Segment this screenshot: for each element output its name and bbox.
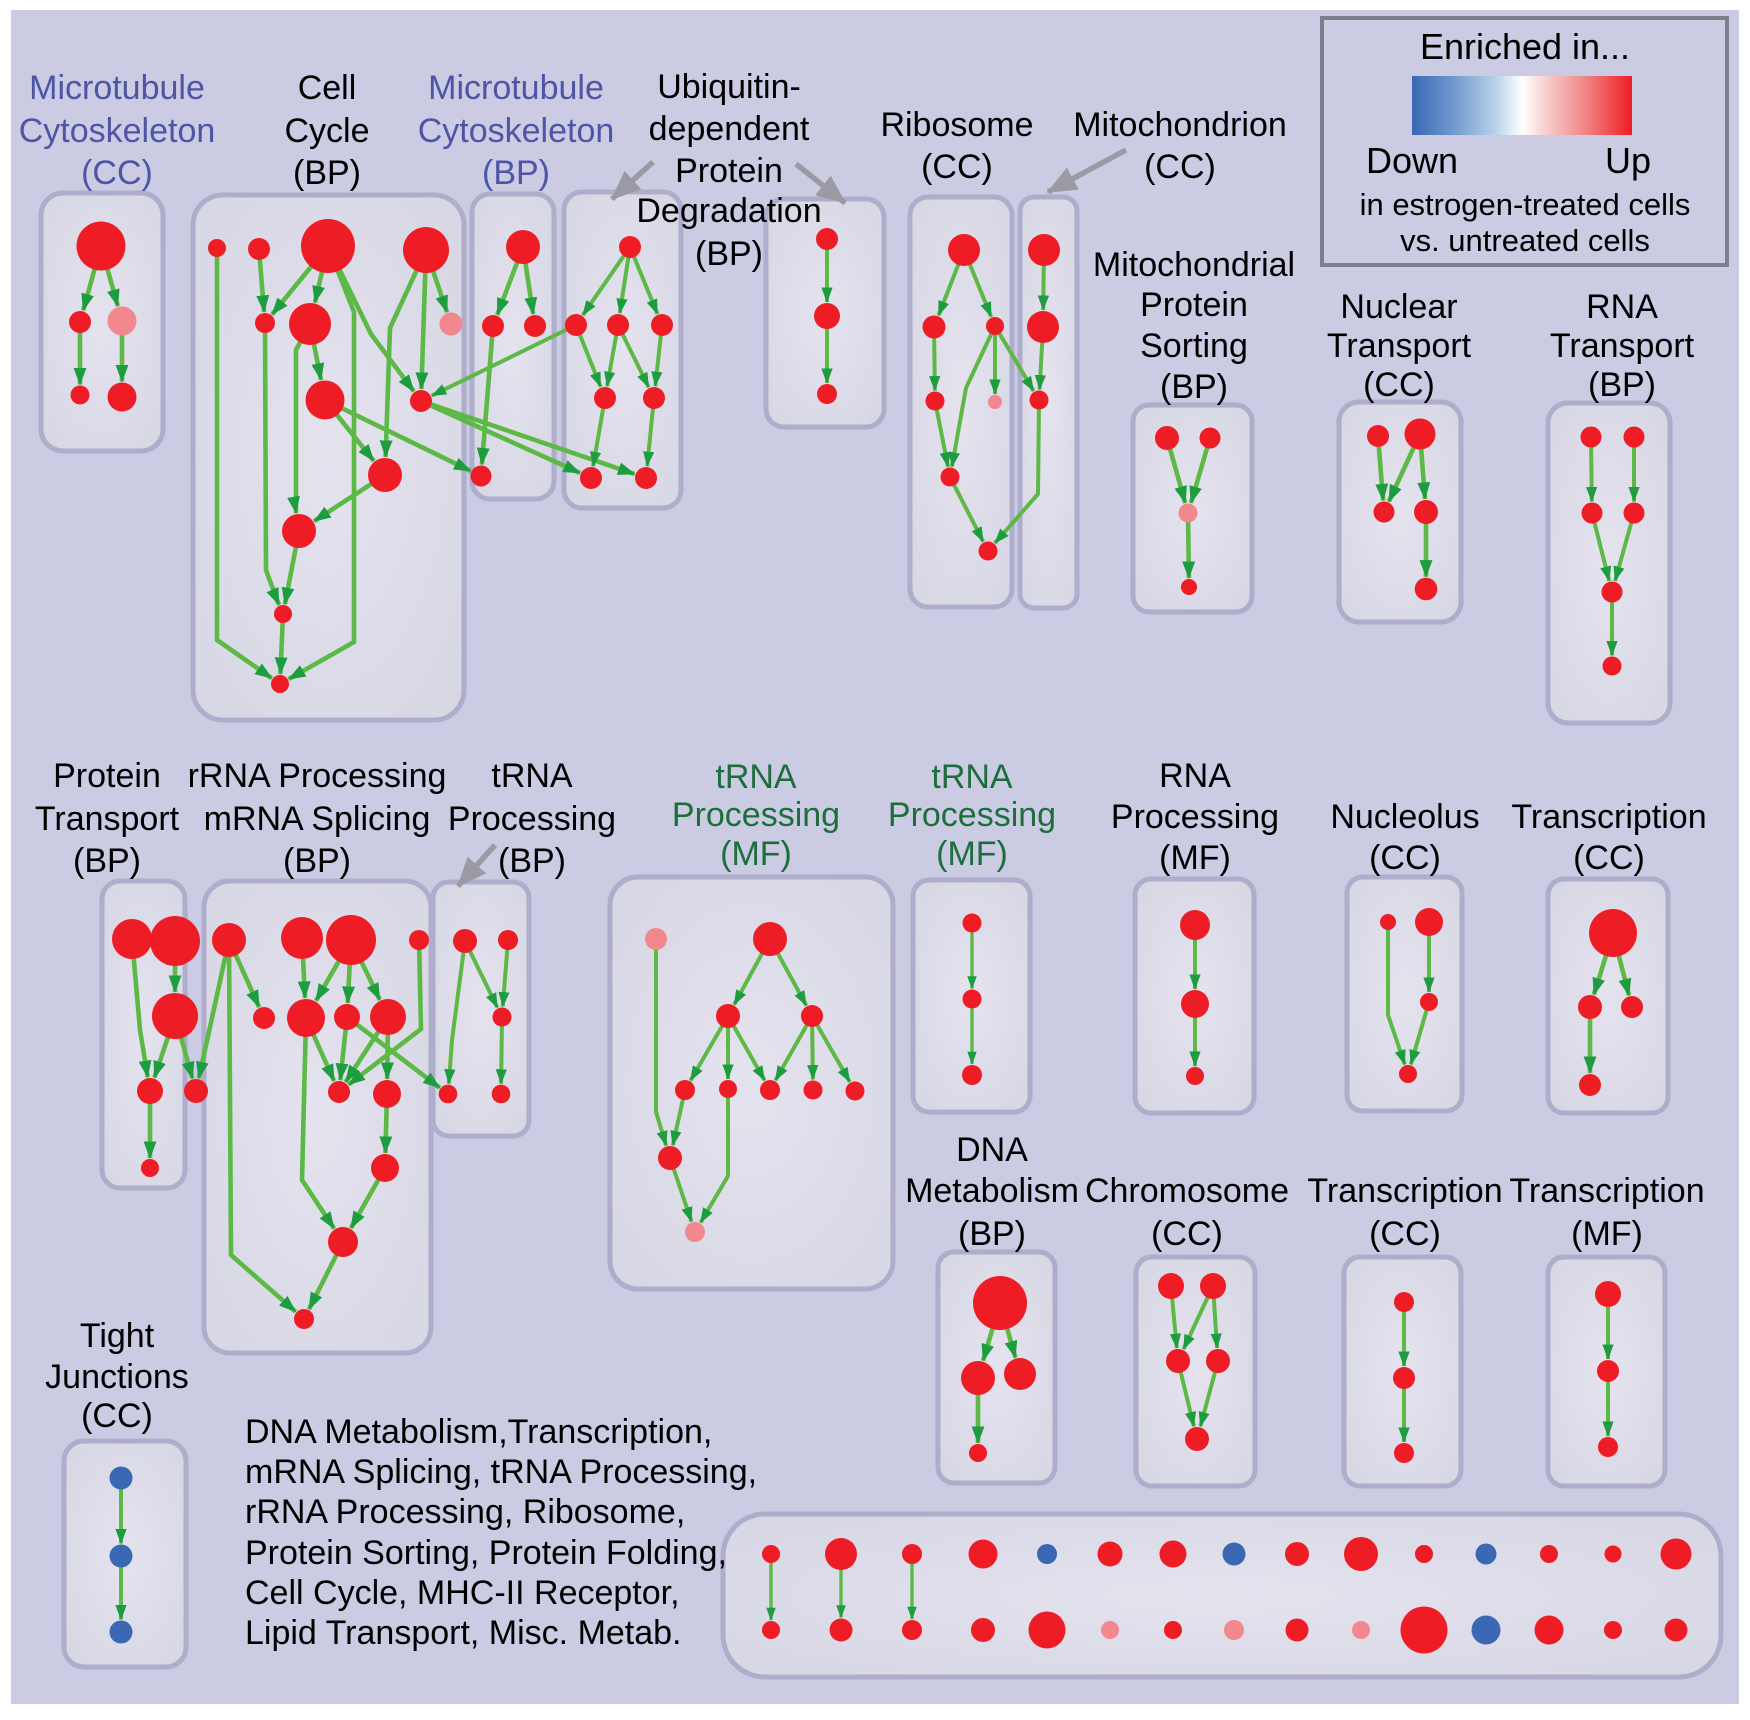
svg-text:Down: Down [1366,140,1458,181]
svg-text:(BP): (BP) [283,842,351,880]
svg-text:(MF): (MF) [936,835,1008,873]
svg-text:Junctions: Junctions [45,1358,189,1396]
svg-text:Transcription: Transcription [1509,1172,1704,1210]
svg-text:Metabolism: Metabolism [905,1172,1079,1210]
svg-text:Up: Up [1605,140,1651,181]
svg-text:Cell: Cell [298,69,357,107]
svg-text:(CC): (CC) [81,1397,153,1435]
svg-text:tRNA: tRNA [491,757,573,795]
svg-text:Transcription: Transcription [1307,1172,1502,1210]
svg-text:vs. untreated cells: vs. untreated cells [1400,223,1650,258]
svg-text:(BP): (BP) [293,154,361,192]
svg-text:Microtubule: Microtubule [428,69,604,107]
svg-text:Degradation: Degradation [636,192,821,230]
svg-text:Mitochondrial: Mitochondrial [1093,246,1295,284]
svg-text:Sorting: Sorting [1140,327,1248,365]
svg-text:tRNA: tRNA [715,758,797,796]
svg-text:Cycle: Cycle [284,112,369,150]
svg-text:Ubiquitin-: Ubiquitin- [657,68,801,106]
svg-text:(CC): (CC) [81,154,153,192]
svg-text:Chromosome: Chromosome [1085,1172,1289,1210]
svg-text:Protein: Protein [675,152,783,190]
svg-text:Processing: Processing [888,796,1056,834]
svg-text:Protein Sorting, Protein Foldi: Protein Sorting, Protein Folding, [245,1534,727,1572]
svg-text:(BP): (BP) [695,235,763,273]
svg-text:Cytoskeleton: Cytoskeleton [418,112,615,150]
svg-text:(BP): (BP) [1588,366,1656,404]
svg-text:(CC): (CC) [1144,148,1216,186]
svg-text:(CC): (CC) [1369,1215,1441,1253]
svg-text:Transport: Transport [1327,327,1472,365]
svg-text:Protein: Protein [1140,286,1248,324]
svg-text:(MF): (MF) [1159,839,1231,877]
svg-text:rRNA Processing: rRNA Processing [188,757,447,795]
svg-text:Cell Cycle, MHC-II Receptor,: Cell Cycle, MHC-II Receptor, [245,1574,680,1612]
svg-text:Tight: Tight [80,1317,155,1355]
svg-text:Transcription: Transcription [1511,798,1706,836]
svg-text:(BP): (BP) [958,1215,1026,1253]
svg-text:Transport: Transport [1550,327,1695,365]
svg-text:mRNA Splicing, tRNA Processing: mRNA Splicing, tRNA Processing, [245,1453,757,1491]
svg-text:(BP): (BP) [1160,368,1228,406]
svg-text:dependent: dependent [649,110,810,148]
svg-text:rRNA Processing, Ribosome,: rRNA Processing, Ribosome, [245,1493,685,1531]
svg-text:RNA: RNA [1586,288,1658,326]
svg-text:(MF): (MF) [720,835,792,873]
svg-text:mRNA Splicing: mRNA Splicing [204,800,431,838]
svg-text:Nucleolus: Nucleolus [1330,798,1479,836]
svg-text:in estrogen-treated cells: in estrogen-treated cells [1360,187,1691,222]
svg-text:(BP): (BP) [73,842,141,880]
svg-text:Ribosome: Ribosome [880,106,1033,144]
svg-text:(CC): (CC) [1573,839,1645,877]
svg-text:(BP): (BP) [498,842,566,880]
svg-text:Enriched in...: Enriched in... [1420,26,1630,67]
svg-text:Lipid Transport, Misc. Metab.: Lipid Transport, Misc. Metab. [245,1614,682,1652]
svg-text:(CC): (CC) [921,148,993,186]
svg-text:Processing: Processing [1111,798,1279,836]
svg-text:(BP): (BP) [482,154,550,192]
svg-text:RNA: RNA [1159,757,1231,795]
svg-text:Protein: Protein [53,757,161,795]
svg-text:Mitochondrion: Mitochondrion [1073,106,1287,144]
svg-text:Cytoskeleton: Cytoskeleton [19,112,216,150]
svg-text:Microtubule: Microtubule [29,69,205,107]
svg-text:tRNA: tRNA [931,758,1013,796]
svg-text:DNA Metabolism,Transcription,: DNA Metabolism,Transcription, [245,1413,712,1451]
svg-text:(CC): (CC) [1363,366,1435,404]
svg-text:DNA: DNA [956,1131,1028,1169]
svg-text:(CC): (CC) [1369,839,1441,877]
svg-text:(MF): (MF) [1571,1215,1643,1253]
svg-text:Nuclear: Nuclear [1340,288,1457,326]
svg-text:Processing: Processing [672,796,840,834]
svg-text:Transport: Transport [35,800,180,838]
svg-text:(CC): (CC) [1151,1215,1223,1253]
svg-text:Processing: Processing [448,800,616,838]
